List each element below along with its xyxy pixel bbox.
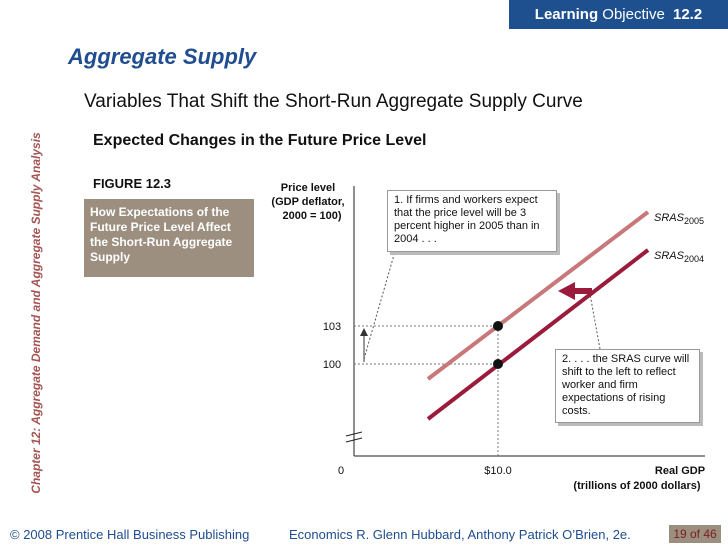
section-heading: Expected Changes in the Future Price Lev…: [93, 132, 427, 149]
chapter-sidebar: Chapter 12: Aggregate Demand and Aggrega…: [26, 0, 46, 546]
sras-2004-line: [426, 248, 650, 421]
footer-book-info: Economics R. Glenn Hubbard, Anthony Patr…: [289, 527, 631, 542]
callout-2-leader: [589, 293, 601, 350]
callout-annotation-2: 2. . . . the SRAS curve will shift to th…: [555, 349, 700, 423]
sras-2005-label-sub: 2005: [684, 216, 704, 226]
sras-2005-line: [426, 210, 650, 381]
sras-2004-label-sub: 2004: [684, 254, 704, 264]
sras-2005-label: SRAS2005: [654, 212, 704, 226]
sras-2004-label: SRAS2004: [654, 250, 704, 264]
footer-copyright: © 2008 Prentice Hall Business Publishing: [10, 527, 250, 542]
x-axis-label-line-1: Real GDP: [655, 465, 705, 477]
badge-bold-text: Learning: [534, 6, 599, 23]
y-axis-label-line-3: 2000 = 100): [282, 210, 341, 222]
shift-arrow: [558, 282, 592, 300]
y-axis-label-line-1: Price level: [281, 182, 335, 194]
page-number-badge: 19 of 46: [669, 525, 721, 543]
badge-rest-text: Objective: [602, 6, 665, 23]
y-tick-103: 103: [323, 321, 341, 333]
axis-break: [345, 431, 363, 443]
callout-annotation-1: 1. If firms and workers expect that the …: [387, 190, 557, 252]
y-tick-100: 100: [323, 359, 341, 371]
point-100: [493, 359, 503, 369]
badge-number: 12.2: [673, 6, 703, 23]
slide-title: Aggregate Supply: [68, 44, 257, 69]
callout-1-leader: [363, 233, 401, 360]
x-axis-label-line-2: (trillions of 2000 dollars): [573, 480, 700, 492]
sras-2005-label-main: SRAS: [654, 212, 685, 224]
y-axis-label-line-2: (GDP deflator,: [271, 196, 344, 208]
chapter-title-vertical: Chapter 12: Aggregate Demand and Aggrega…: [29, 132, 43, 494]
learning-objective-badge: Learning Objective 12.2: [509, 0, 728, 29]
sras-chart: Price level (GDP deflator, 2000 = 100) 1…: [271, 182, 705, 492]
slide-subtitle: Variables That Shift the Short-Run Aggre…: [84, 91, 583, 112]
figure-caption: How Expectations of the Future Price Lev…: [84, 199, 254, 277]
point-103: [493, 321, 503, 331]
figure-label: FIGURE 12.3: [93, 176, 172, 191]
x-tick-10: $10.0: [484, 465, 512, 477]
x-tick-0: 0: [338, 465, 344, 477]
sras-2004-label-main: SRAS: [654, 250, 685, 262]
